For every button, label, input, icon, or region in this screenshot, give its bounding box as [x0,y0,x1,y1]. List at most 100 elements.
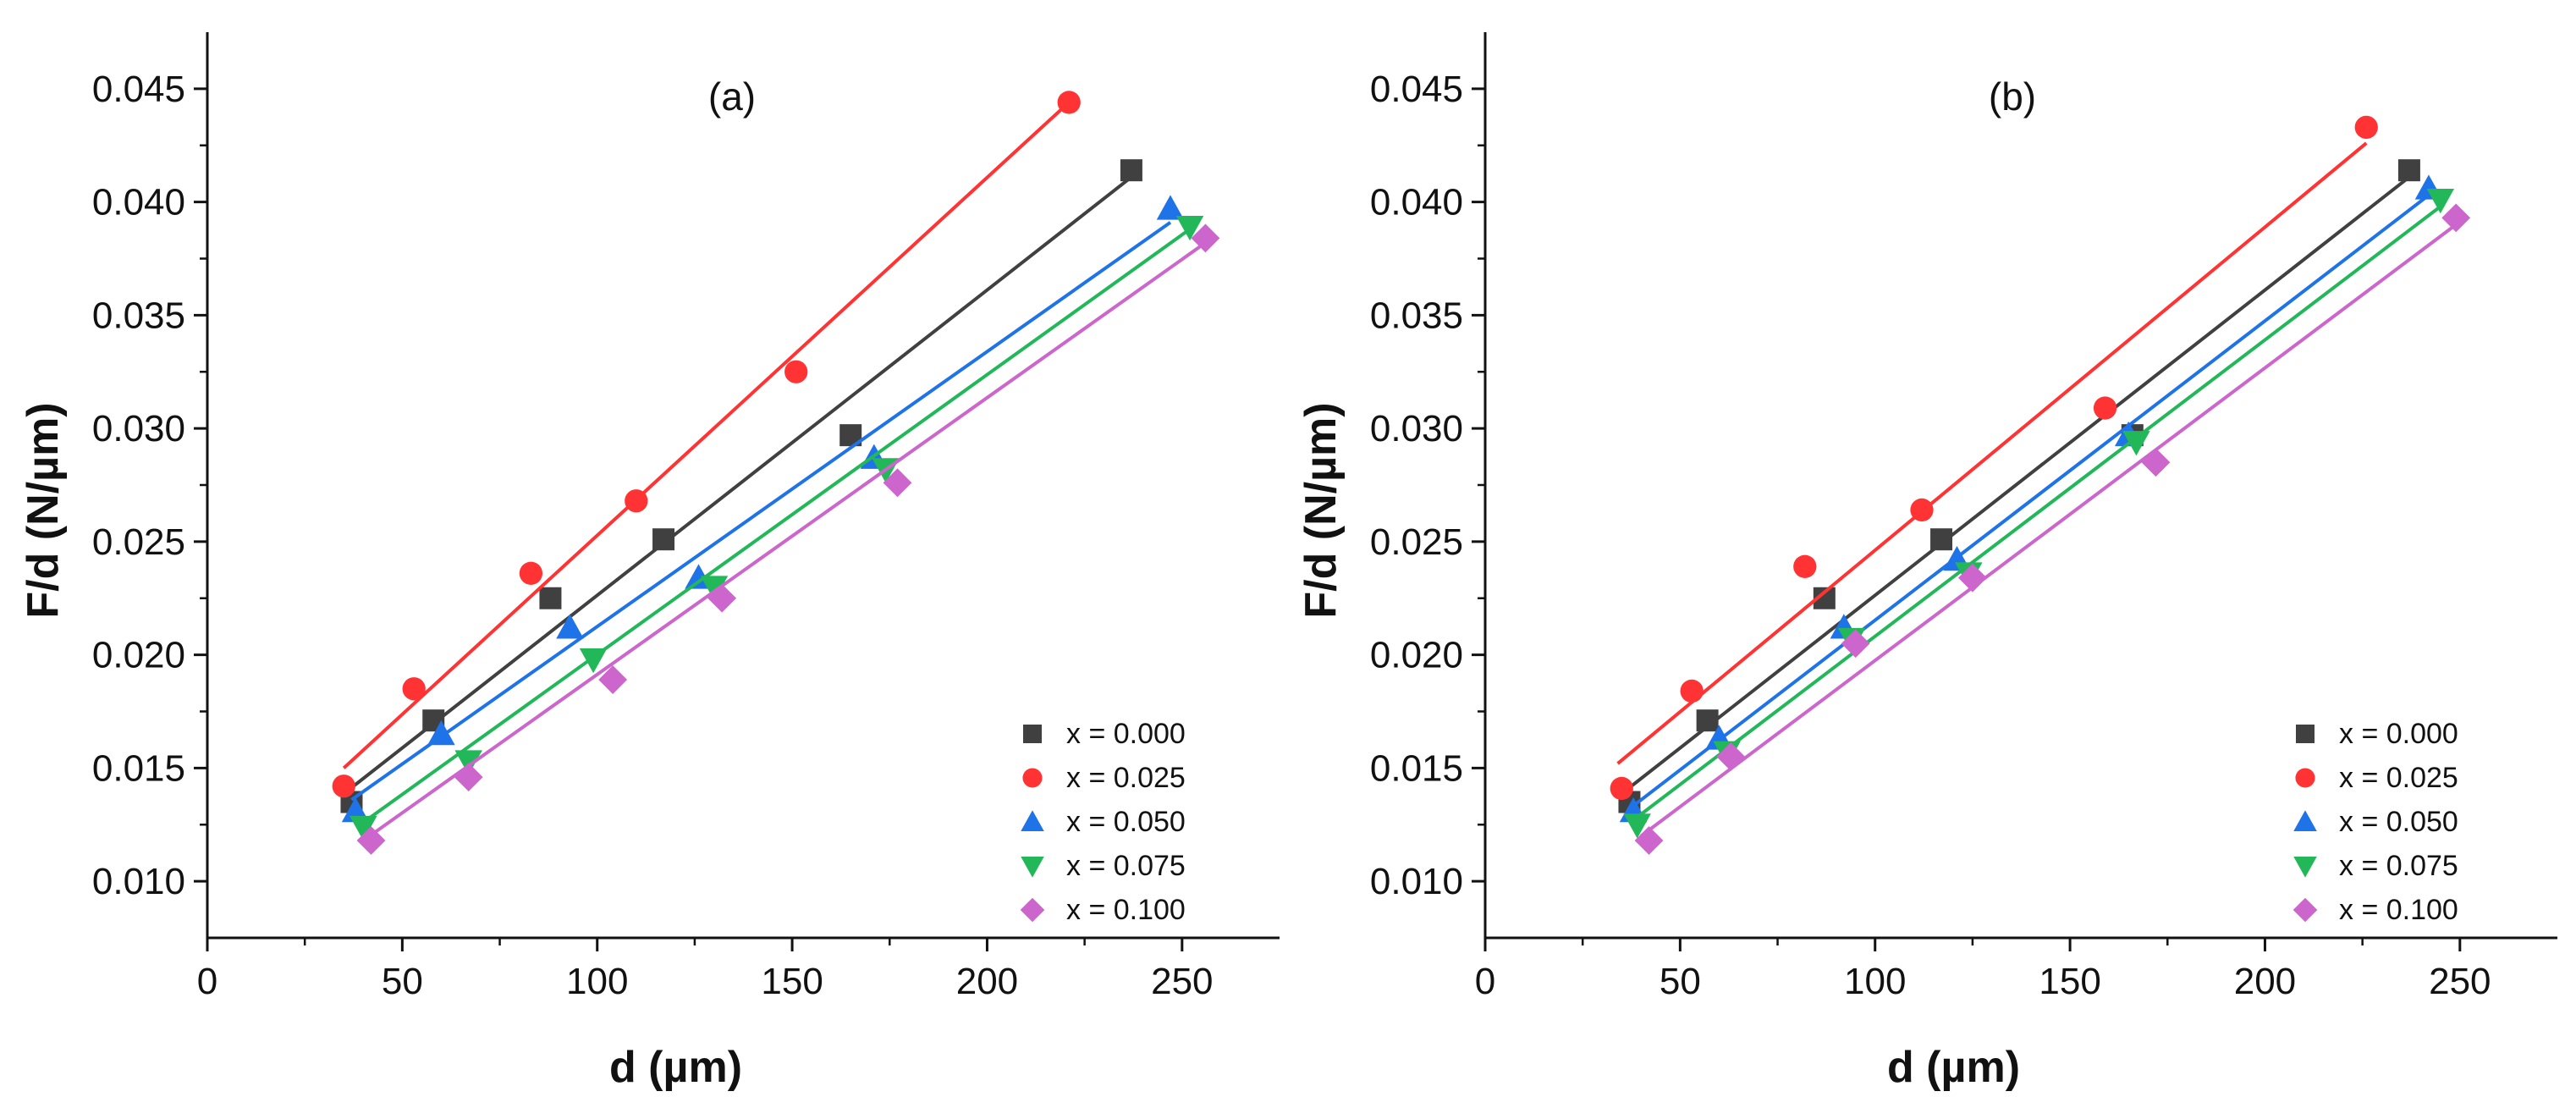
fit-line [350,221,1172,802]
fit-line [1624,175,2411,792]
chart-panel-b: 0 50 100 150 200 250 0.010 0.015 0.020 0.025 0.030… [1296,32,2557,1092]
x-tick-label: 150 [2039,961,2100,1002]
fit-line [342,101,1071,769]
y-axis-title: F/d (N/µm) [1296,402,1346,618]
y-tick-label: 0.030 [92,408,185,449]
legend: x = 0.000 x = 0.025 x = 0.050 x = 0.075 x = … [2293,718,2458,926]
x-tick-label: 0 [1475,961,1495,1002]
data-point [1057,91,1081,114]
legend-label: x = 0.050 [1066,806,1186,838]
data-point [519,561,543,585]
y-tick-label: 0.025 [1370,521,1463,563]
series-0 [340,159,1142,813]
x-tick-label: 200 [2234,961,2296,1002]
data-point [1191,223,1220,253]
legend-label: x = 0.025 [2339,762,2458,794]
data-point [402,677,426,701]
legend-marker [2295,768,2315,788]
legend-marker [2293,897,2318,923]
data-point [1175,216,1204,241]
legend-marker [1020,897,1045,923]
y-tick-label: 0.035 [1370,295,1463,336]
data-point [2354,115,2378,140]
series-4 [356,223,1220,855]
data-point [625,489,648,513]
data-point [1930,528,1953,551]
legend-label: x = 0.100 [2339,894,2458,926]
legend-marker [1021,810,1044,831]
y-tick-label: 0.010 [92,861,185,902]
data-point [652,528,675,551]
data-point [707,583,737,613]
data-point [1716,742,1746,771]
legend-label: x = 0.025 [1066,762,1186,794]
legend-marker [1023,725,1042,743]
data-point [1958,563,1987,593]
fit-line [362,228,1192,824]
data-point [1680,679,1704,703]
legend-marker [2293,810,2317,831]
series-2 [341,195,1185,823]
x-tick-label: 150 [761,961,823,1002]
legend: x = 0.000 x = 0.025 x = 0.050 x = 0.075 x = … [1020,718,1186,926]
panel-label: (a) [708,74,756,119]
data-point [700,576,729,601]
x-tick-label: 50 [382,961,423,1002]
data-point [356,826,386,855]
data-point [2141,448,2171,477]
data-point [1634,826,1664,855]
data-point [1793,554,1817,578]
fit-line [1616,141,2368,765]
data-point [579,648,608,674]
legend-label: x = 0.050 [2339,806,2458,838]
data-point [1156,195,1185,220]
fit-line [362,241,1207,842]
series-1 [1610,115,2378,801]
fit-line [346,175,1133,792]
y-tick-label: 0.045 [1370,69,1463,110]
data-point [454,750,482,775]
x-tick-label: 250 [1151,961,1213,1002]
data-point [883,468,912,498]
series-0 [1618,159,2420,813]
legend-marker [1021,857,1044,878]
legend-label: x = 0.000 [2339,718,2458,750]
data-point [2426,188,2455,214]
fit-line [1628,194,2430,811]
legend-label: x = 0.075 [1066,850,1186,882]
panel-label: (b) [1989,74,2036,119]
y-tick-label: 0.030 [1370,408,1463,449]
legend-marker [1022,768,1043,788]
data-point [1696,709,1719,732]
data-point [1610,776,1633,801]
data-point [539,587,562,609]
y-tick-label: 0.015 [92,747,185,789]
data-point [332,774,355,798]
chart-panel-a: 0 50 100 150 200 250 0.010 0.015 0.020 0.025 0.030… [19,32,1280,1092]
x-axis-title: d (µm) [609,1043,742,1092]
data-point [2093,396,2117,420]
x-tick-label: 100 [566,961,628,1002]
data-point [2122,431,2150,456]
data-point [598,665,628,694]
legend-label: x = 0.100 [1066,894,1186,926]
x-tick-label: 0 [197,961,217,1002]
series-4 [1634,203,2471,855]
series-2 [1619,174,2443,823]
data-point [454,763,483,791]
y-tick-label: 0.040 [92,182,185,223]
x-tick-label: 250 [2429,961,2491,1002]
data-point [784,360,808,383]
fit-line [1640,223,2458,838]
y-tick-label: 0.040 [1370,182,1463,223]
data-point [341,797,370,823]
series-3 [1623,188,2455,839]
legend-label: x = 0.000 [1066,718,1186,750]
series-3 [350,216,1204,841]
data-point [2441,203,2471,233]
legend-marker [2296,725,2315,743]
x-tick-label: 100 [1844,961,1906,1002]
y-tick-label: 0.020 [1370,635,1463,676]
x-tick-label: 200 [956,961,1018,1002]
